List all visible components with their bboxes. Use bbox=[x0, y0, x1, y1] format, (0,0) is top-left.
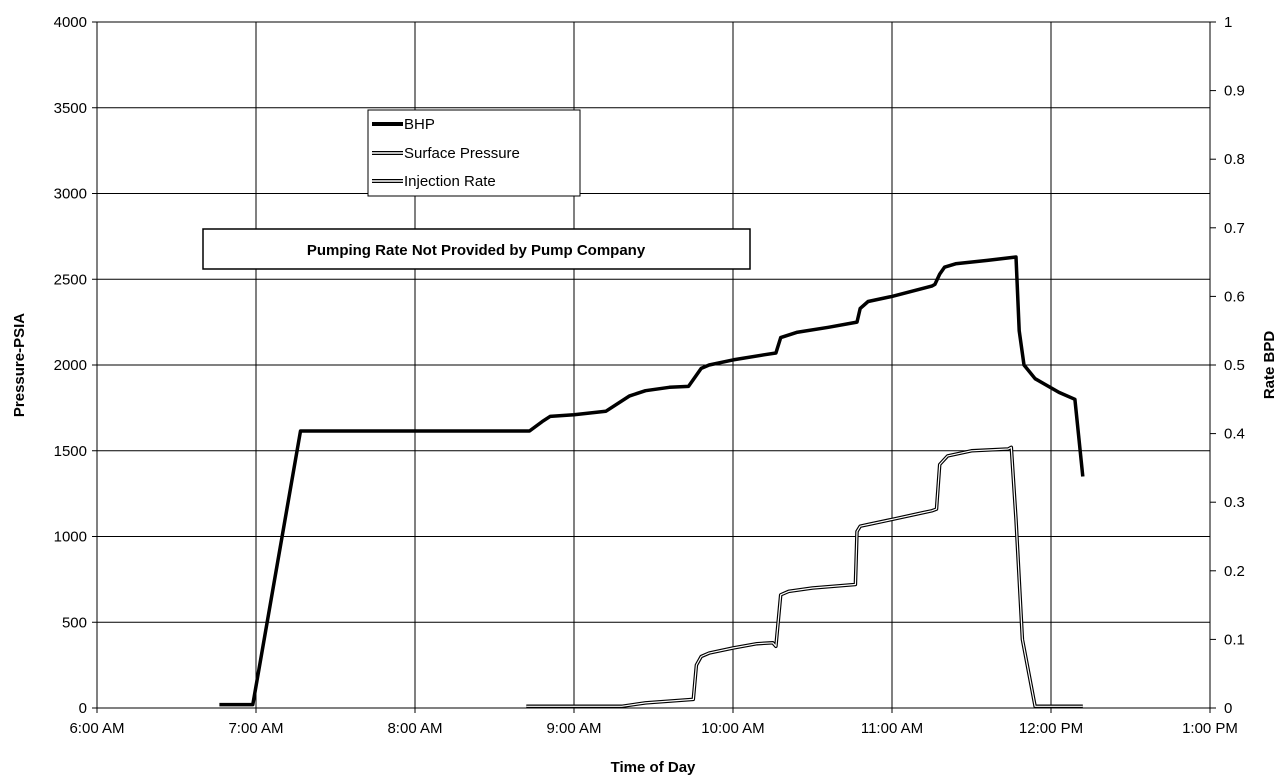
y-tick-label: 3000 bbox=[54, 186, 87, 203]
y-tick-label: 3500 bbox=[54, 100, 87, 117]
y2-axis-title: Rate BPD bbox=[1261, 331, 1278, 400]
series-lines bbox=[219, 255, 1085, 709]
y2-tick-label: 0 bbox=[1224, 700, 1232, 717]
y2-tick-label: 0.4 bbox=[1224, 426, 1245, 443]
x-tick-label: 8:00 AM bbox=[387, 720, 442, 737]
gridlines bbox=[97, 21, 1210, 709]
legend-box bbox=[367, 109, 581, 197]
y-axis-title: Pressure-PSIA bbox=[11, 313, 28, 417]
x-tick-label: 11:00 AM bbox=[861, 720, 923, 737]
x-axis-ticks: 6:00 AM 7:00 AM 8:00 AM 9:00 AM 10:00 AM 11:0… bbox=[69, 708, 1238, 737]
annotation: Pumping Rate Not Provided by Pump Compan… bbox=[202, 228, 751, 270]
x-tick-label: 10:00 AM bbox=[701, 720, 764, 737]
series-line-bhp bbox=[219, 255, 1085, 707]
left-axis-ticks: 0 500 1000 1500 2000 2500 3000 3500 4000 bbox=[54, 14, 97, 717]
x-tick-label: 12:00 PM bbox=[1019, 720, 1083, 737]
y2-tick-label: 0.3 bbox=[1224, 494, 1245, 511]
legend-label-bhp: BHP bbox=[404, 116, 435, 133]
legend-label-injection-rate: Injection Rate bbox=[404, 173, 496, 190]
y2-tick-label: 0.1 bbox=[1224, 631, 1245, 648]
x-tick-label: 1:00 PM bbox=[1182, 720, 1238, 737]
y2-tick-label: 0.7 bbox=[1224, 220, 1245, 237]
y2-tick-label: 0.8 bbox=[1224, 151, 1245, 168]
y-tick-label: 1500 bbox=[54, 443, 87, 460]
y2-tick-label: 0.9 bbox=[1224, 83, 1245, 100]
y2-tick-label: 1 bbox=[1224, 14, 1232, 31]
legend-label-surface-pressure: Surface Pressure bbox=[404, 145, 520, 162]
annotation-text: Pumping Rate Not Provided by Pump Compan… bbox=[307, 242, 646, 259]
y-tick-label: 2500 bbox=[54, 271, 87, 288]
y2-tick-label: 0.2 bbox=[1224, 563, 1245, 580]
x-tick-label: 6:00 AM bbox=[69, 720, 124, 737]
legend: BHP Surface Pressure Injection Rate bbox=[367, 109, 581, 197]
x-tick-label: 7:00 AM bbox=[228, 720, 283, 737]
y-tick-label: 1000 bbox=[54, 529, 87, 546]
annotation-box bbox=[202, 228, 751, 270]
x-tick-label: 9:00 AM bbox=[546, 720, 601, 737]
y2-tick-label: 0.6 bbox=[1224, 288, 1245, 305]
y2-tick-label: 0.5 bbox=[1224, 357, 1245, 374]
y-tick-label: 4000 bbox=[54, 14, 87, 31]
x-axis-title: Time of Day bbox=[611, 759, 696, 776]
series-line-surface-pressure-inner bbox=[526, 446, 1083, 707]
y-tick-label: 500 bbox=[62, 614, 87, 631]
y-tick-label: 2000 bbox=[54, 357, 87, 374]
right-axis-ticks: 0 0.1 0.2 0.3 0.4 0.5 0.6 0.7 0.8 0.9 1 bbox=[1210, 14, 1245, 717]
y-tick-label: 0 bbox=[79, 700, 87, 717]
